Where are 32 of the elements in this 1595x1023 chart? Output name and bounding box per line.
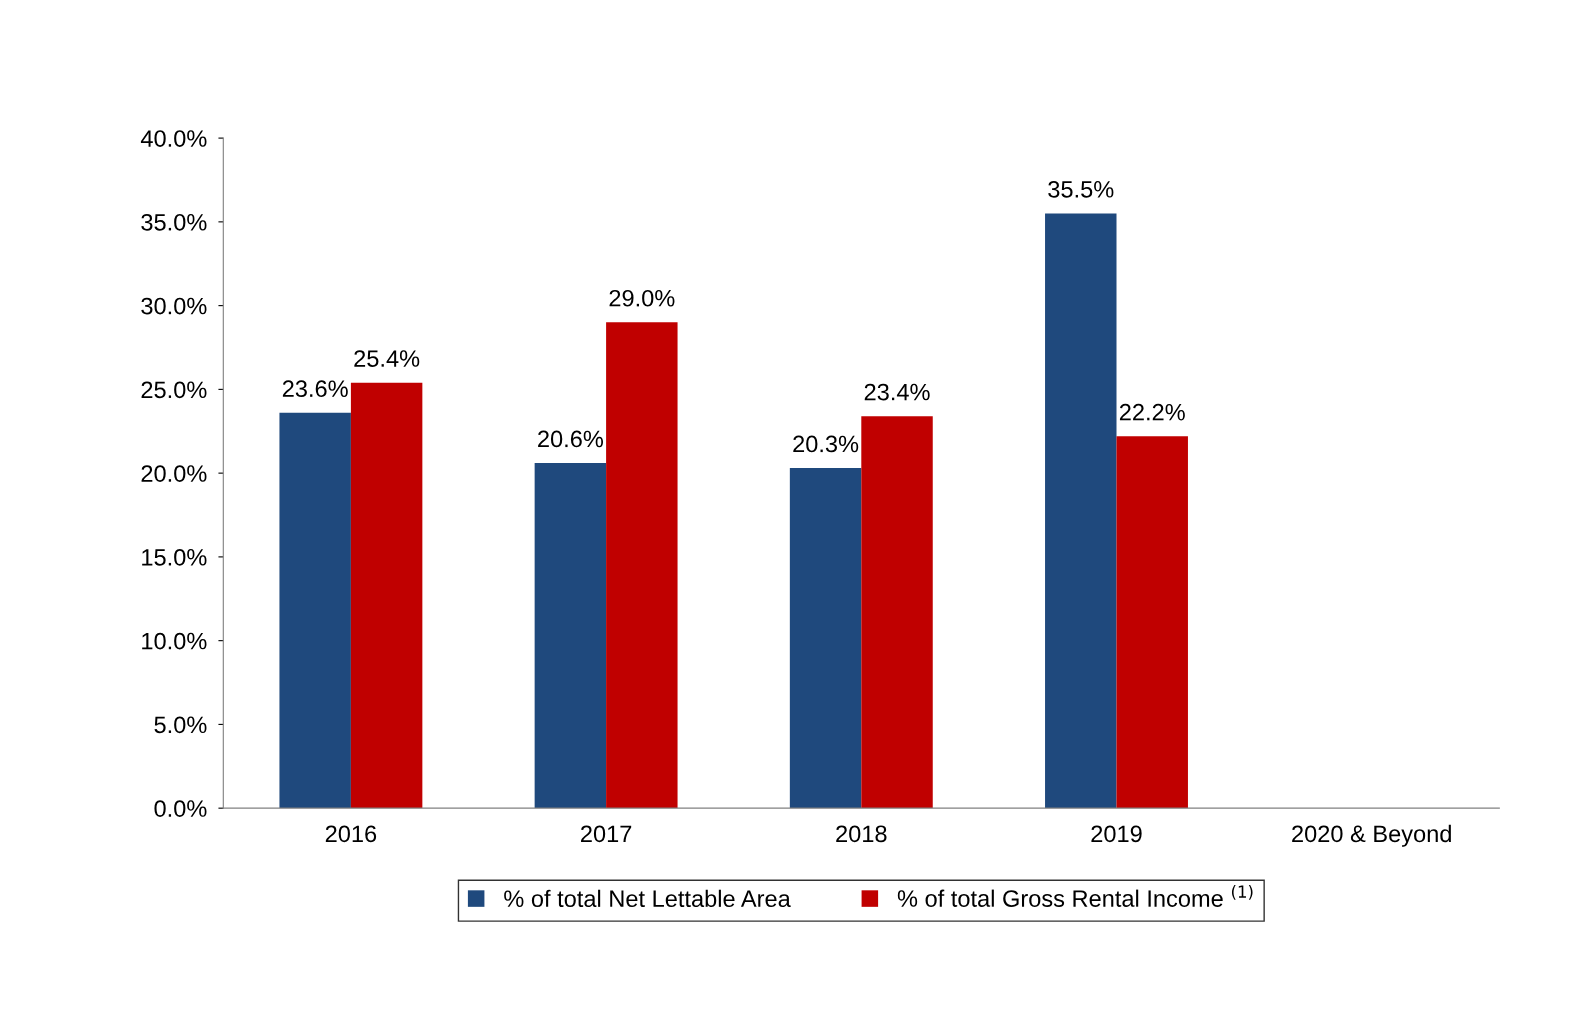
data-label: 23.4% xyxy=(864,383,930,401)
bar xyxy=(1116,436,1188,809)
data-label: 20.3% xyxy=(793,435,859,453)
y-tick-label: 20.0% xyxy=(141,465,207,482)
x-tick-label: 2020 & Beyond xyxy=(1292,824,1451,847)
x-tick-label: 2018 xyxy=(836,825,887,843)
data-label: 22.2% xyxy=(1119,403,1185,421)
bar xyxy=(789,468,862,809)
x-tick-label: 2017 xyxy=(581,825,632,843)
bar xyxy=(606,322,678,809)
y-tick-label: 15.0% xyxy=(142,548,207,566)
bar xyxy=(534,463,607,809)
data-label: 23.6% xyxy=(282,380,348,398)
data-label: 29.0% xyxy=(609,289,675,307)
bar xyxy=(350,382,423,809)
data-label: 20.6% xyxy=(538,430,604,448)
x-tick-label: 2019 xyxy=(1091,825,1142,843)
data-label: 35.5% xyxy=(1048,180,1114,198)
x-tick-label: 2016 xyxy=(325,825,377,843)
data-label: 25.4% xyxy=(354,350,420,367)
y-tick-label: 25.0% xyxy=(141,381,207,399)
legend-label: % of total Net Lettable Area xyxy=(504,889,791,908)
legend-label: % of total Gross Rental Income $^{(1)}$ xyxy=(897,885,1253,907)
y-tick-label: 30.0% xyxy=(141,297,207,315)
y-tick-label: 0.0% xyxy=(154,800,207,817)
y-tick-label: 10.0% xyxy=(142,632,207,650)
bar xyxy=(279,412,351,809)
y-tick-label: 35.0% xyxy=(141,213,207,231)
bar xyxy=(1045,213,1117,809)
y-tick-label: 40.0% xyxy=(140,130,207,147)
bar xyxy=(861,416,933,809)
y-tick-label: 5.0% xyxy=(154,716,207,734)
